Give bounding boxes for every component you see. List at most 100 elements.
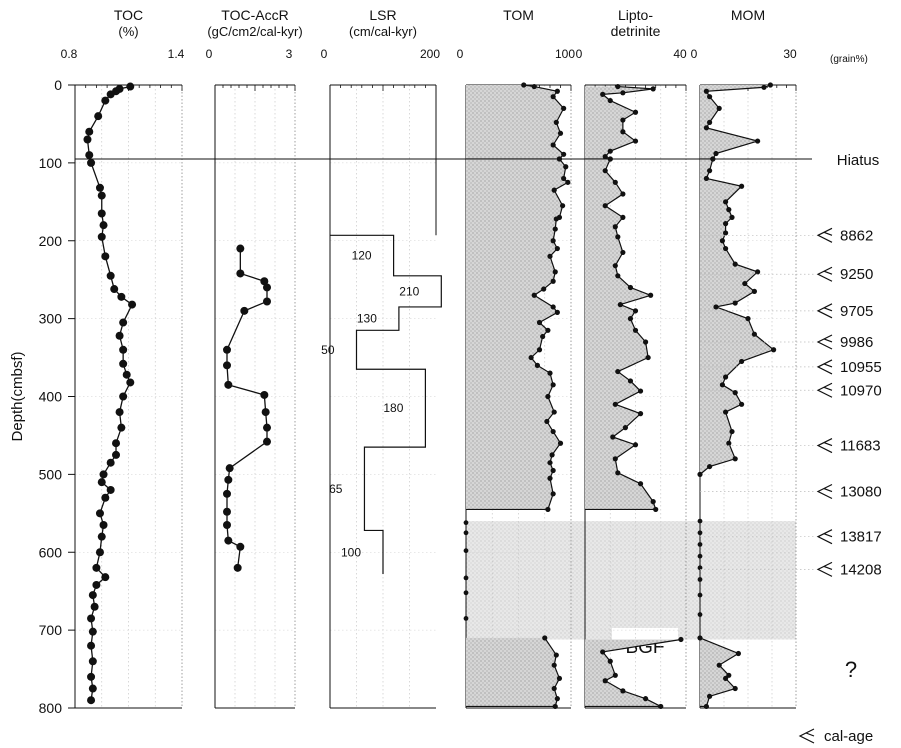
bgf-data-point (697, 577, 703, 582)
data-point (607, 658, 613, 664)
series-line (705, 84, 771, 160)
data-point (92, 563, 101, 572)
data-point (223, 489, 231, 498)
cal-age-label: 9705 (840, 303, 873, 320)
bgf-data-point (463, 590, 469, 596)
data-point (528, 354, 534, 361)
data-point (112, 450, 121, 459)
data-point (726, 207, 732, 213)
data-point (531, 292, 537, 298)
data-point (602, 203, 608, 209)
data-point (751, 288, 758, 294)
cal-age-label: 8862 (840, 227, 873, 244)
data-point (85, 151, 94, 160)
data-point (99, 221, 108, 230)
series-area (585, 158, 656, 510)
data-point (703, 125, 710, 131)
data-point (557, 440, 564, 446)
data-point (90, 602, 99, 611)
data-point (106, 485, 115, 494)
data-point (549, 452, 555, 458)
data-point (545, 393, 551, 400)
data-point (612, 263, 618, 269)
bgf-data-point (697, 565, 703, 571)
panel-tick-label-max: 1.4 (168, 47, 185, 61)
series-area (466, 158, 568, 510)
series-area (585, 86, 654, 159)
data-point (637, 411, 644, 417)
data-point (726, 672, 732, 678)
data-point (767, 82, 774, 88)
data-point (617, 302, 623, 308)
data-point (632, 327, 639, 333)
series-area (466, 637, 560, 707)
data-point (703, 88, 710, 94)
data-point (732, 300, 738, 306)
data-point (223, 361, 231, 370)
data-point (550, 238, 556, 244)
data-point (563, 164, 569, 170)
data-point (223, 520, 231, 529)
cal-age-marker: 9986 (700, 334, 873, 351)
lsr-step-line (330, 234, 442, 575)
data-point (263, 283, 271, 292)
panel-tick-label-min: 0 (321, 47, 328, 61)
data-point (615, 368, 621, 375)
series-area (700, 637, 739, 707)
lsr-value-label: 210 (399, 284, 419, 298)
data-point (612, 401, 618, 407)
data-point (260, 277, 269, 286)
data-point (115, 408, 124, 417)
data-point (723, 221, 729, 227)
cal-age-arrow-icon (816, 438, 833, 454)
data-point (117, 292, 126, 301)
series-line (226, 248, 268, 568)
panel-tick-label-min: 0 (206, 47, 213, 61)
data-point (565, 179, 571, 185)
data-point (534, 362, 541, 368)
data-point (612, 672, 618, 678)
panel-toc_accr: TOC-AccR(gC/cm2/cal-kyr) 0 3 (206, 7, 303, 709)
data-point (742, 280, 748, 287)
data-point (745, 316, 751, 322)
data-point (85, 127, 94, 136)
data-point (607, 148, 613, 154)
data-point (122, 370, 131, 379)
data-point (557, 130, 564, 136)
data-point (703, 175, 710, 182)
panel-tick-label-max: 30 (783, 47, 797, 61)
data-point (110, 285, 119, 294)
panel-liptodetrinite: Lipto-detrinite 0 40 (576, 7, 687, 710)
data-point (620, 90, 626, 96)
data-point (112, 439, 121, 448)
data-point (236, 244, 245, 253)
data-point (703, 703, 710, 710)
cal-age-label: 14208 (840, 561, 882, 578)
panel-unit: (gC/cm2/cal-kyr) (207, 24, 302, 39)
question-mark: ? (845, 657, 857, 682)
cal-age-label: 13080 (840, 484, 882, 501)
data-point (92, 580, 101, 589)
panel-title: TOM (503, 7, 534, 23)
bgf-data-point (463, 520, 469, 526)
data-point (101, 493, 110, 502)
depth-axis: 0 100 200 300 400 500 600 700 800 Depth(cmbsf) (9, 77, 75, 716)
data-point (88, 684, 97, 693)
data-point (547, 460, 553, 466)
lsr-value-label: 130 (357, 312, 377, 326)
data-point (545, 506, 551, 513)
lsr-value-label: 180 (383, 401, 403, 415)
lsr-value-label: 120 (352, 249, 372, 263)
data-point (632, 109, 639, 115)
data-point (550, 278, 556, 284)
data-point (761, 84, 767, 90)
data-point (723, 230, 729, 236)
data-point (119, 318, 128, 327)
cal-age-marker: 13817 (700, 529, 882, 546)
data-point (119, 359, 128, 368)
data-point (719, 238, 726, 244)
bgf-data-point (697, 542, 703, 547)
data-point (735, 650, 742, 657)
bgf-data-point (697, 530, 703, 536)
data-point (224, 475, 233, 484)
